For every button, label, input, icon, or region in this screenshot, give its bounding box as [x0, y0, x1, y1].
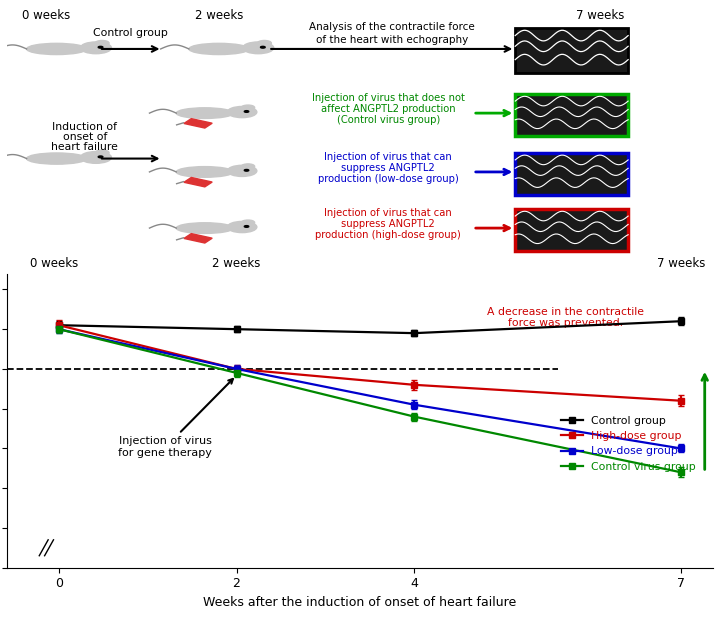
Ellipse shape	[27, 153, 86, 164]
Text: 2 weeks: 2 weeks	[194, 9, 243, 22]
Text: of the heart with echography: of the heart with echography	[315, 35, 468, 45]
Text: Injection of virus that can: Injection of virus that can	[324, 209, 452, 218]
Legend: Control group, High-dose group, Low-dose group, Control virus group: Control group, High-dose group, Low-dose…	[557, 412, 701, 476]
Text: 2 weeks: 2 weeks	[212, 257, 261, 270]
Bar	[516, 153, 628, 195]
Ellipse shape	[176, 108, 233, 118]
Text: force was prevented.: force was prevented.	[508, 318, 623, 328]
Circle shape	[95, 41, 109, 46]
Text: Induction of: Induction of	[53, 122, 117, 132]
Ellipse shape	[176, 223, 233, 233]
Circle shape	[228, 222, 257, 233]
Circle shape	[228, 165, 257, 176]
Circle shape	[244, 170, 248, 171]
Text: Control group: Control group	[94, 28, 168, 38]
Text: production (low-dose group): production (low-dose group)	[318, 173, 459, 184]
Circle shape	[98, 46, 103, 48]
Bar	[184, 178, 212, 187]
Text: Injection of virus
for gene therapy: Injection of virus for gene therapy	[119, 379, 233, 458]
Circle shape	[241, 164, 255, 169]
Circle shape	[261, 46, 265, 48]
Bar	[516, 28, 628, 73]
Text: suppress ANGPTL2: suppress ANGPTL2	[341, 219, 435, 229]
Bar	[184, 234, 212, 243]
Text: onset of: onset of	[63, 132, 107, 142]
Bar	[184, 118, 212, 128]
Circle shape	[95, 150, 109, 155]
Text: Injection of virus that does not: Injection of virus that does not	[312, 93, 464, 104]
Text: 7 weeks: 7 weeks	[576, 9, 624, 22]
Text: production (high-dose group): production (high-dose group)	[315, 230, 461, 240]
Text: 0 weeks: 0 weeks	[30, 257, 78, 270]
Circle shape	[98, 156, 103, 158]
Text: Injection of virus that can: Injection of virus that can	[324, 152, 452, 162]
Circle shape	[81, 152, 112, 164]
Text: heart failure: heart failure	[51, 142, 118, 152]
Text: affect ANGPTL2 production: affect ANGPTL2 production	[321, 104, 456, 114]
Bar	[516, 209, 628, 251]
Text: Analysis of the contractile force: Analysis of the contractile force	[309, 22, 474, 31]
Circle shape	[243, 42, 274, 54]
Circle shape	[241, 220, 255, 225]
Circle shape	[228, 107, 257, 118]
Circle shape	[81, 42, 112, 54]
X-axis label: Weeks after the induction of onset of heart failure: Weeks after the induction of onset of he…	[203, 596, 517, 609]
Circle shape	[258, 41, 271, 46]
Text: (Control virus group): (Control virus group)	[336, 115, 440, 125]
Text: A decrease in the contractile: A decrease in the contractile	[487, 307, 644, 317]
Bar	[516, 94, 628, 136]
Ellipse shape	[27, 43, 86, 54]
Circle shape	[241, 105, 255, 110]
Text: 0 weeks: 0 weeks	[22, 9, 70, 22]
Text: suppress ANGPTL2: suppress ANGPTL2	[341, 163, 435, 173]
Ellipse shape	[189, 43, 249, 54]
Circle shape	[244, 110, 248, 112]
Text: 7 weeks: 7 weeks	[657, 257, 705, 270]
Circle shape	[244, 226, 248, 227]
Ellipse shape	[176, 167, 233, 177]
